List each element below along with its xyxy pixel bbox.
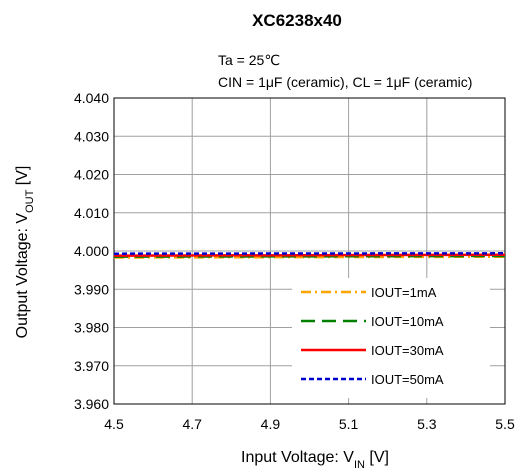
y-axis-ticks: 4.040 4.030 4.020 4.010 4.000 3.990 3.980 3.970…	[74, 90, 109, 412]
legend-label-1: IOUT=1mA	[371, 285, 437, 300]
series-line-3	[113, 253, 506, 257]
y-tick-label: 4.020	[74, 167, 109, 183]
x-tick-label: 5.1	[339, 416, 359, 432]
plot-area	[113, 97, 506, 405]
legend: IOUT=1mA IOUT=10mA IOUT=30mA IOUT=50mA	[292, 278, 490, 398]
y-tick-label: 3.960	[74, 396, 109, 412]
y-tick-label: 3.970	[74, 358, 109, 374]
y-tick-label: 4.010	[74, 205, 109, 221]
legend-label-4: IOUT=50mA	[371, 372, 444, 387]
y-tick-label: 4.040	[74, 90, 109, 106]
x-axis-ticks: 4.5 4.7 4.9 5.1 5.3 5.5	[104, 416, 515, 432]
x-tick-label: 4.5	[104, 416, 124, 432]
y-axis-label: Output Voltage: VOUT [V]	[14, 166, 36, 339]
x-axis-label: Input Voltage: VIN [V]	[241, 449, 389, 471]
y-tick-label: 3.980	[74, 320, 109, 336]
legend-label-2: IOUT=10mA	[371, 314, 444, 329]
y-tick-label: 4.030	[74, 128, 109, 144]
y-tick-label: 3.990	[74, 281, 109, 297]
legend-label-3: IOUT=30mA	[371, 343, 444, 358]
y-tick-label: 4.000	[74, 243, 109, 259]
x-tick-label: 5.3	[417, 416, 437, 432]
x-tick-label: 4.9	[261, 416, 281, 432]
condition-capacitors: CIN = 1μF (ceramic), CL = 1μF (ceramic)	[218, 74, 472, 90]
x-tick-label: 5.5	[495, 416, 515, 432]
condition-temperature: Ta = 25℃	[218, 52, 280, 68]
series-layer	[113, 252, 506, 259]
x-tick-label: 4.7	[182, 416, 202, 432]
chart-title: XC6238x40	[252, 11, 342, 30]
